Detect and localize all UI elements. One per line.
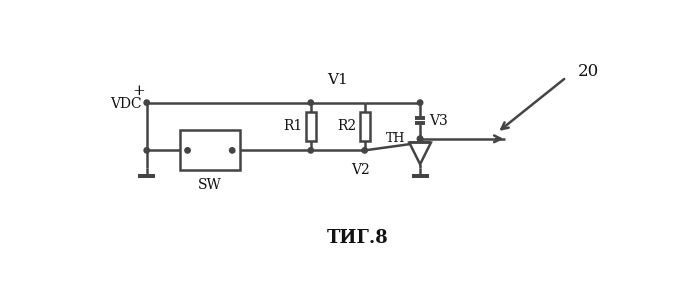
Circle shape	[144, 148, 149, 153]
Text: +: +	[133, 84, 145, 98]
Polygon shape	[409, 143, 431, 164]
Circle shape	[308, 148, 313, 153]
Text: V1: V1	[327, 73, 348, 87]
Circle shape	[417, 136, 423, 141]
Circle shape	[417, 100, 423, 105]
Bar	[359, 112, 370, 141]
Text: SW: SW	[198, 178, 222, 192]
Text: 20: 20	[578, 63, 599, 80]
Text: V3: V3	[429, 114, 448, 128]
Circle shape	[308, 100, 313, 105]
Circle shape	[362, 148, 367, 153]
Circle shape	[144, 100, 149, 105]
Circle shape	[417, 136, 423, 141]
Circle shape	[185, 148, 191, 153]
Text: R2: R2	[337, 119, 357, 133]
Bar	[412, 174, 429, 178]
Text: V2: V2	[351, 163, 370, 177]
Bar	[180, 130, 240, 170]
Circle shape	[230, 148, 235, 153]
Text: R1: R1	[283, 119, 303, 133]
Bar	[306, 112, 315, 141]
Text: ΤИГ.8: ΤИГ.8	[327, 229, 389, 247]
Text: VDC: VDC	[110, 97, 142, 111]
Text: TH: TH	[386, 132, 406, 145]
Bar	[138, 174, 155, 178]
